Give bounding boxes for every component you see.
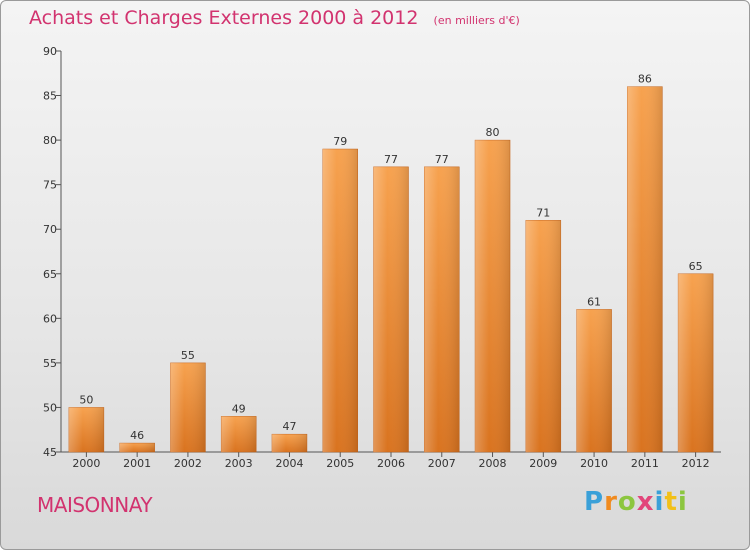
y-tick-label: 45 [43, 446, 57, 459]
brand-letter: P [584, 487, 605, 517]
y-tick-label: 70 [43, 223, 57, 236]
bar-shading [678, 273, 714, 452]
x-tick-label: 2001 [123, 457, 151, 470]
data-label: 71 [536, 206, 550, 219]
data-labels: 50 46 55 49 47 79 77 77 80 71 61 86 65 [79, 73, 702, 442]
brand-letter: r [604, 487, 618, 517]
bar-shading [68, 407, 104, 452]
x-tick-label: 2002 [174, 457, 202, 470]
brand-letter: t [664, 487, 678, 517]
y-tick-label: 90 [43, 45, 57, 58]
brand-letter: o [617, 487, 637, 517]
data-label: 86 [638, 73, 652, 86]
commune-name: MAISONNAY [37, 493, 153, 517]
brand-logo: Proxiti [584, 487, 688, 517]
y-tick-label: 75 [43, 179, 57, 192]
x-tick-label: 2011 [631, 457, 659, 470]
data-label: 55 [181, 349, 195, 362]
x-tick-label: 2007 [428, 457, 456, 470]
brand-letter: i [654, 487, 665, 517]
data-label: 79 [333, 135, 347, 148]
bar-shading [373, 166, 409, 452]
y-tick-label: 85 [43, 90, 57, 103]
y-tick-label: 80 [43, 134, 57, 147]
data-label: 61 [587, 295, 601, 308]
x-tick-label: 2005 [326, 457, 354, 470]
bars [68, 86, 714, 453]
bar-shading [424, 166, 460, 452]
x-tick-label: 2009 [529, 457, 557, 470]
bar-shading [576, 309, 612, 452]
y-tick-label: 65 [43, 268, 57, 281]
data-label: 77 [384, 153, 398, 166]
x-tick-label: 2010 [580, 457, 608, 470]
bar-shading [119, 443, 155, 452]
y-tick-label: 60 [43, 312, 57, 325]
bar-shading [221, 416, 257, 452]
y-tick-label: 50 [43, 401, 57, 414]
data-label: 47 [282, 420, 296, 433]
x-tick-label: 2012 [682, 457, 710, 470]
y-tick-label: 55 [43, 357, 57, 370]
x-tick-label: 2004 [275, 457, 303, 470]
bar-shading [170, 362, 206, 452]
data-label: 49 [232, 402, 246, 415]
bar-shading [475, 140, 511, 452]
data-label: 80 [486, 126, 500, 139]
data-label: 46 [130, 429, 144, 442]
x-tick-label: 2000 [72, 457, 100, 470]
brand-letter: i [677, 487, 688, 517]
data-label: 65 [689, 260, 703, 273]
bar-shading [525, 220, 561, 452]
x-tick-label: 2008 [479, 457, 507, 470]
data-label: 77 [435, 153, 449, 166]
y-axis: 45 50 55 60 65 70 75 80 85 90 [43, 45, 62, 459]
brand-letter: x [636, 487, 655, 517]
x-tick-label: 2006 [377, 457, 405, 470]
x-tick-label: 2003 [225, 457, 253, 470]
bar-shading [627, 86, 663, 453]
chart-subtitle: (en milliers d'€) [433, 14, 520, 27]
x-axis: 2000 2001 2002 2003 2004 2005 2006 2007 2008 2009… [61, 451, 721, 470]
bar-shading [271, 434, 307, 452]
bar-shading [322, 149, 358, 452]
chart-title: Achats et Charges Externes 2000 à 2012 [29, 7, 419, 29]
title-row: Achats et Charges Externes 2000 à 2012 (… [29, 7, 520, 29]
data-label: 50 [79, 393, 93, 406]
